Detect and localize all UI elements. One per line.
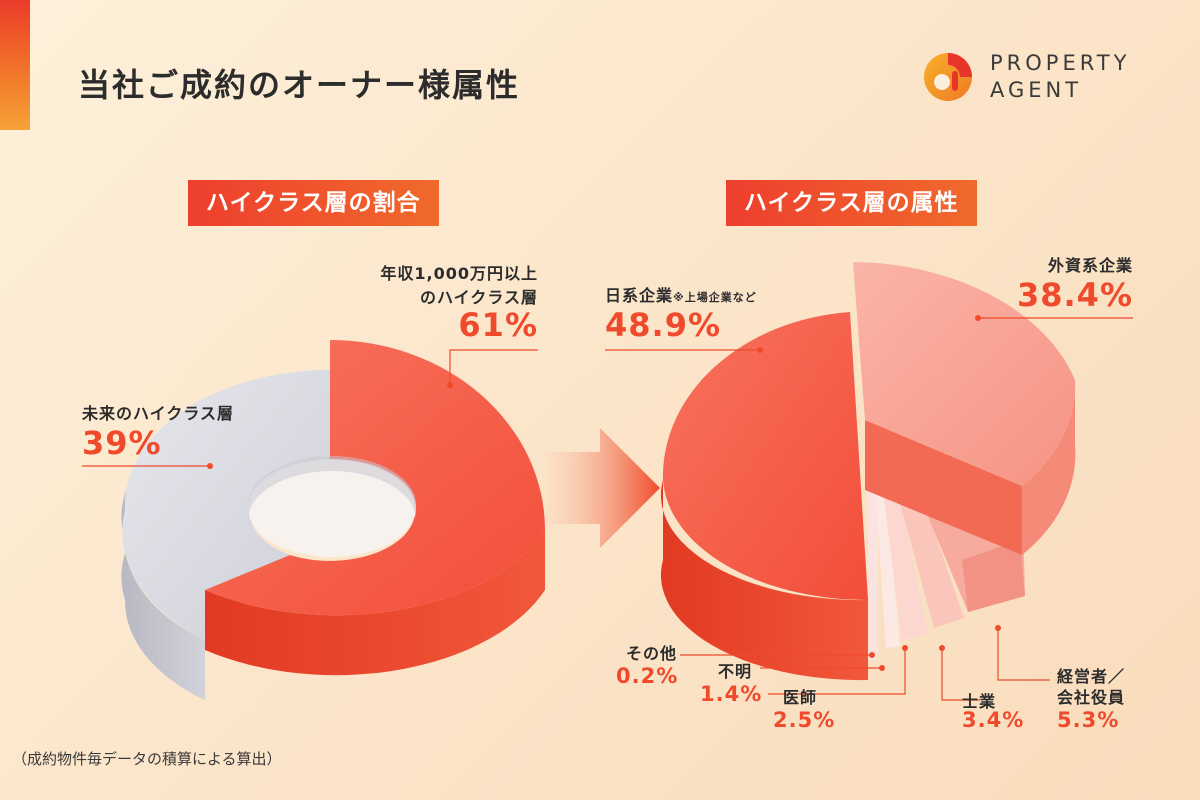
dot-highclass	[447, 382, 453, 388]
dot-profession	[939, 645, 945, 651]
label-highclass-value: 61%	[458, 306, 538, 344]
logo-text-line2: AGENT	[990, 78, 1083, 102]
dot-doctor	[902, 645, 908, 651]
label-highclass-name: 年収1,000万円以上 のハイクラス層	[330, 262, 538, 310]
label-profession-value: 3.4%	[962, 708, 1025, 732]
label-foreign-name: 外資系企業	[1047, 256, 1133, 275]
label-japanese-name: 日系企業※上場企業など	[605, 282, 757, 306]
pie-slice-unknown	[874, 470, 900, 648]
footnote: （成約物件毎データの積算による算出）	[12, 750, 282, 768]
donut-chart	[121, 340, 545, 700]
label-future-name: 未来のハイクラス層	[82, 404, 235, 423]
dot-foreign	[975, 315, 981, 321]
pie-slice-japanese	[662, 312, 868, 600]
brand-logo: PROPERTY AGENT	[922, 50, 1130, 104]
label-unknown-value: 1.4%	[700, 682, 763, 706]
label-foreign-value: 38.4%	[1016, 276, 1133, 314]
label-japanese-text: 日系企業	[605, 286, 674, 305]
label-executive-name: 経営者／ 会社役員	[1057, 666, 1125, 708]
transition-arrow-icon	[545, 428, 660, 548]
dot-unknown	[879, 665, 885, 671]
logo-mark-icon	[924, 53, 972, 101]
accent-bar	[0, 0, 30, 130]
dot-executive	[995, 625, 1001, 631]
donut-slice-future	[122, 369, 330, 640]
chart-title-ratio: ハイクラス層の割合	[188, 180, 439, 226]
pie-slice-foreign-side-front	[1022, 380, 1076, 555]
logo-text-line1: PROPERTY	[990, 51, 1131, 75]
pie-slice-doctor	[880, 468, 928, 640]
donut-hole	[248, 459, 416, 557]
donut-hole-inner-wall	[248, 456, 416, 520]
leader-dots	[207, 315, 1001, 671]
pie-slice-other-small	[868, 470, 878, 660]
label-profession-name: 士業	[962, 692, 997, 711]
label-executive-line1: 経営者／	[1057, 667, 1126, 686]
dot-future	[207, 463, 213, 469]
label-japanese-note: ※上場企業など	[673, 291, 757, 304]
donut-slice-highclass	[205, 340, 545, 616]
label-other-name: その他	[626, 644, 678, 663]
dot-japanese	[757, 347, 763, 353]
leader-lines	[82, 317, 1133, 701]
chart-title-attributes: ハイクラス層の属性	[726, 180, 977, 226]
label-other-value: 0.2%	[616, 664, 679, 688]
label-highclass-line2: のハイクラス層	[419, 288, 538, 307]
label-unknown-name: 不明	[718, 662, 753, 681]
label-doctor-value: 2.5%	[773, 708, 836, 732]
pie-slice-executive-side	[962, 540, 1025, 612]
dot-other	[869, 652, 875, 658]
page-title: 当社ご成約のオーナー様属性	[78, 66, 521, 104]
label-doctor-name: 医師	[783, 688, 818, 707]
donut-slice-future-side-front	[124, 540, 205, 700]
donut-slice-highclass-side	[205, 530, 545, 676]
pie-slice-foreign-side	[865, 420, 1022, 555]
label-highclass-line1: 年収1,000万円以上	[380, 264, 538, 283]
label-japanese-value: 48.9%	[605, 306, 722, 344]
label-executive-line2: 会社役員	[1057, 688, 1126, 707]
attributes-pie-chart	[660, 262, 1076, 681]
label-executive-value: 5.3%	[1057, 708, 1120, 732]
label-future-value: 39%	[82, 424, 162, 462]
pie-slice-japanese-side	[660, 480, 868, 681]
